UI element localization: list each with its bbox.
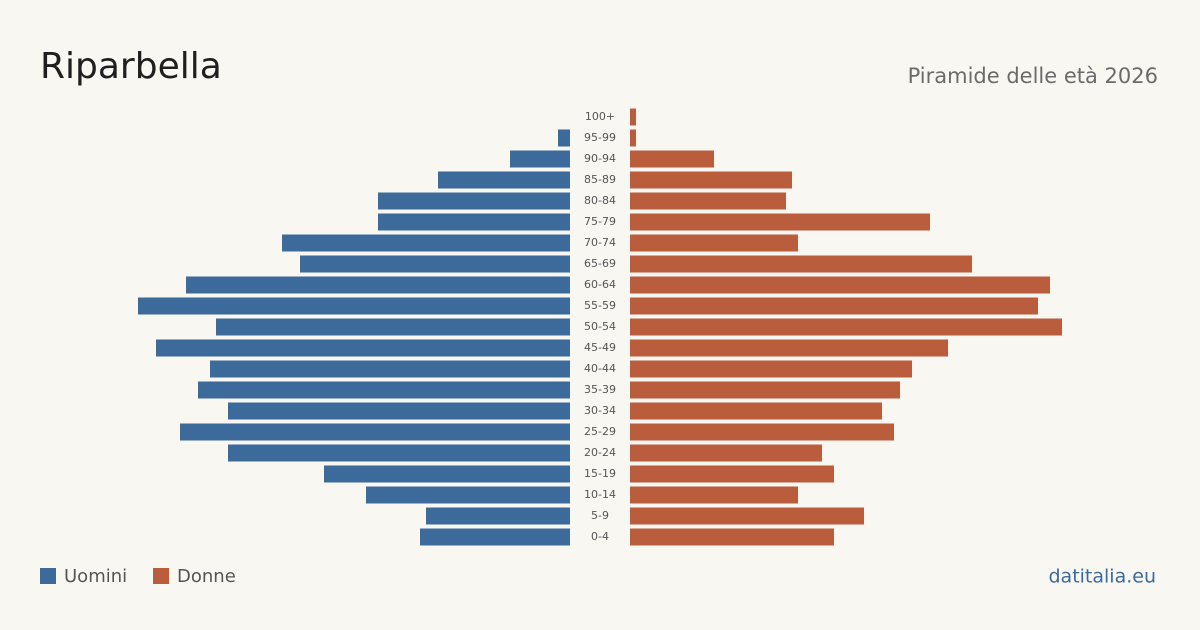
male-bar: [426, 507, 570, 525]
male-bar: [216, 318, 570, 336]
age-label: 75-79: [584, 215, 616, 228]
male-bar: [324, 465, 570, 483]
female-bar: [630, 108, 636, 126]
age-label: 5-9: [591, 509, 609, 522]
age-label: 60-64: [584, 278, 616, 291]
female-bar: [630, 528, 834, 546]
female-bar: [630, 402, 882, 420]
female-bar: [630, 276, 1050, 294]
age-label: 25-29: [584, 425, 616, 438]
age-label: 55-59: [584, 299, 616, 312]
chart-subtitle: Piramide delle età 2026: [908, 64, 1158, 88]
legend-swatch: [40, 568, 56, 584]
female-bar: [630, 360, 912, 378]
female-bar: [630, 255, 972, 273]
male-bar: [198, 381, 570, 399]
age-label: 85-89: [584, 173, 616, 186]
age-label: 90-94: [584, 152, 616, 165]
male-bar: [366, 486, 570, 504]
female-bar: [630, 192, 786, 210]
female-bar: [630, 213, 930, 231]
female-bar: [630, 339, 948, 357]
age-label: 80-84: [584, 194, 616, 207]
female-bar: [630, 171, 792, 189]
female-bar: [630, 486, 798, 504]
age-label: 95-99: [584, 131, 616, 144]
legend-label: Uomini: [64, 566, 127, 587]
male-bar: [210, 360, 570, 378]
female-bar: [630, 318, 1062, 336]
female-bar: [630, 465, 834, 483]
age-label: 100+: [585, 110, 615, 123]
female-bar: [630, 444, 822, 462]
male-bar: [510, 150, 570, 168]
male-bar: [300, 255, 570, 273]
age-label: 35-39: [584, 383, 616, 396]
female-bar: [630, 129, 636, 147]
chart-title: Riparbella: [40, 46, 222, 87]
male-bar: [156, 339, 570, 357]
age-label: 65-69: [584, 257, 616, 270]
male-bar: [420, 528, 570, 546]
male-bar: [138, 297, 570, 315]
legend-swatch: [153, 568, 169, 584]
female-bar: [630, 234, 798, 252]
male-bar: [186, 276, 570, 294]
age-label: 40-44: [584, 362, 616, 375]
male-bar: [438, 171, 570, 189]
female-bar: [630, 507, 864, 525]
male-bar: [378, 213, 570, 231]
female-bar: [630, 423, 894, 441]
age-label: 15-19: [584, 467, 616, 480]
age-label: 70-74: [584, 236, 616, 249]
male-bar: [282, 234, 570, 252]
male-bar: [228, 444, 570, 462]
age-label: 30-34: [584, 404, 616, 417]
legend-label: Donne: [177, 566, 236, 587]
source-link[interactable]: datitalia.eu: [1049, 566, 1157, 588]
female-bar: [630, 297, 1038, 315]
age-label: 20-24: [584, 446, 616, 459]
age-label: 10-14: [584, 488, 616, 501]
age-label: 50-54: [584, 320, 616, 333]
male-bar: [180, 423, 570, 441]
female-bar: [630, 150, 714, 168]
male-bar: [378, 192, 570, 210]
male-bar: [558, 129, 570, 147]
male-bar: [228, 402, 570, 420]
age-label: 45-49: [584, 341, 616, 354]
age-label: 0-4: [591, 530, 609, 543]
female-bar: [630, 381, 900, 399]
